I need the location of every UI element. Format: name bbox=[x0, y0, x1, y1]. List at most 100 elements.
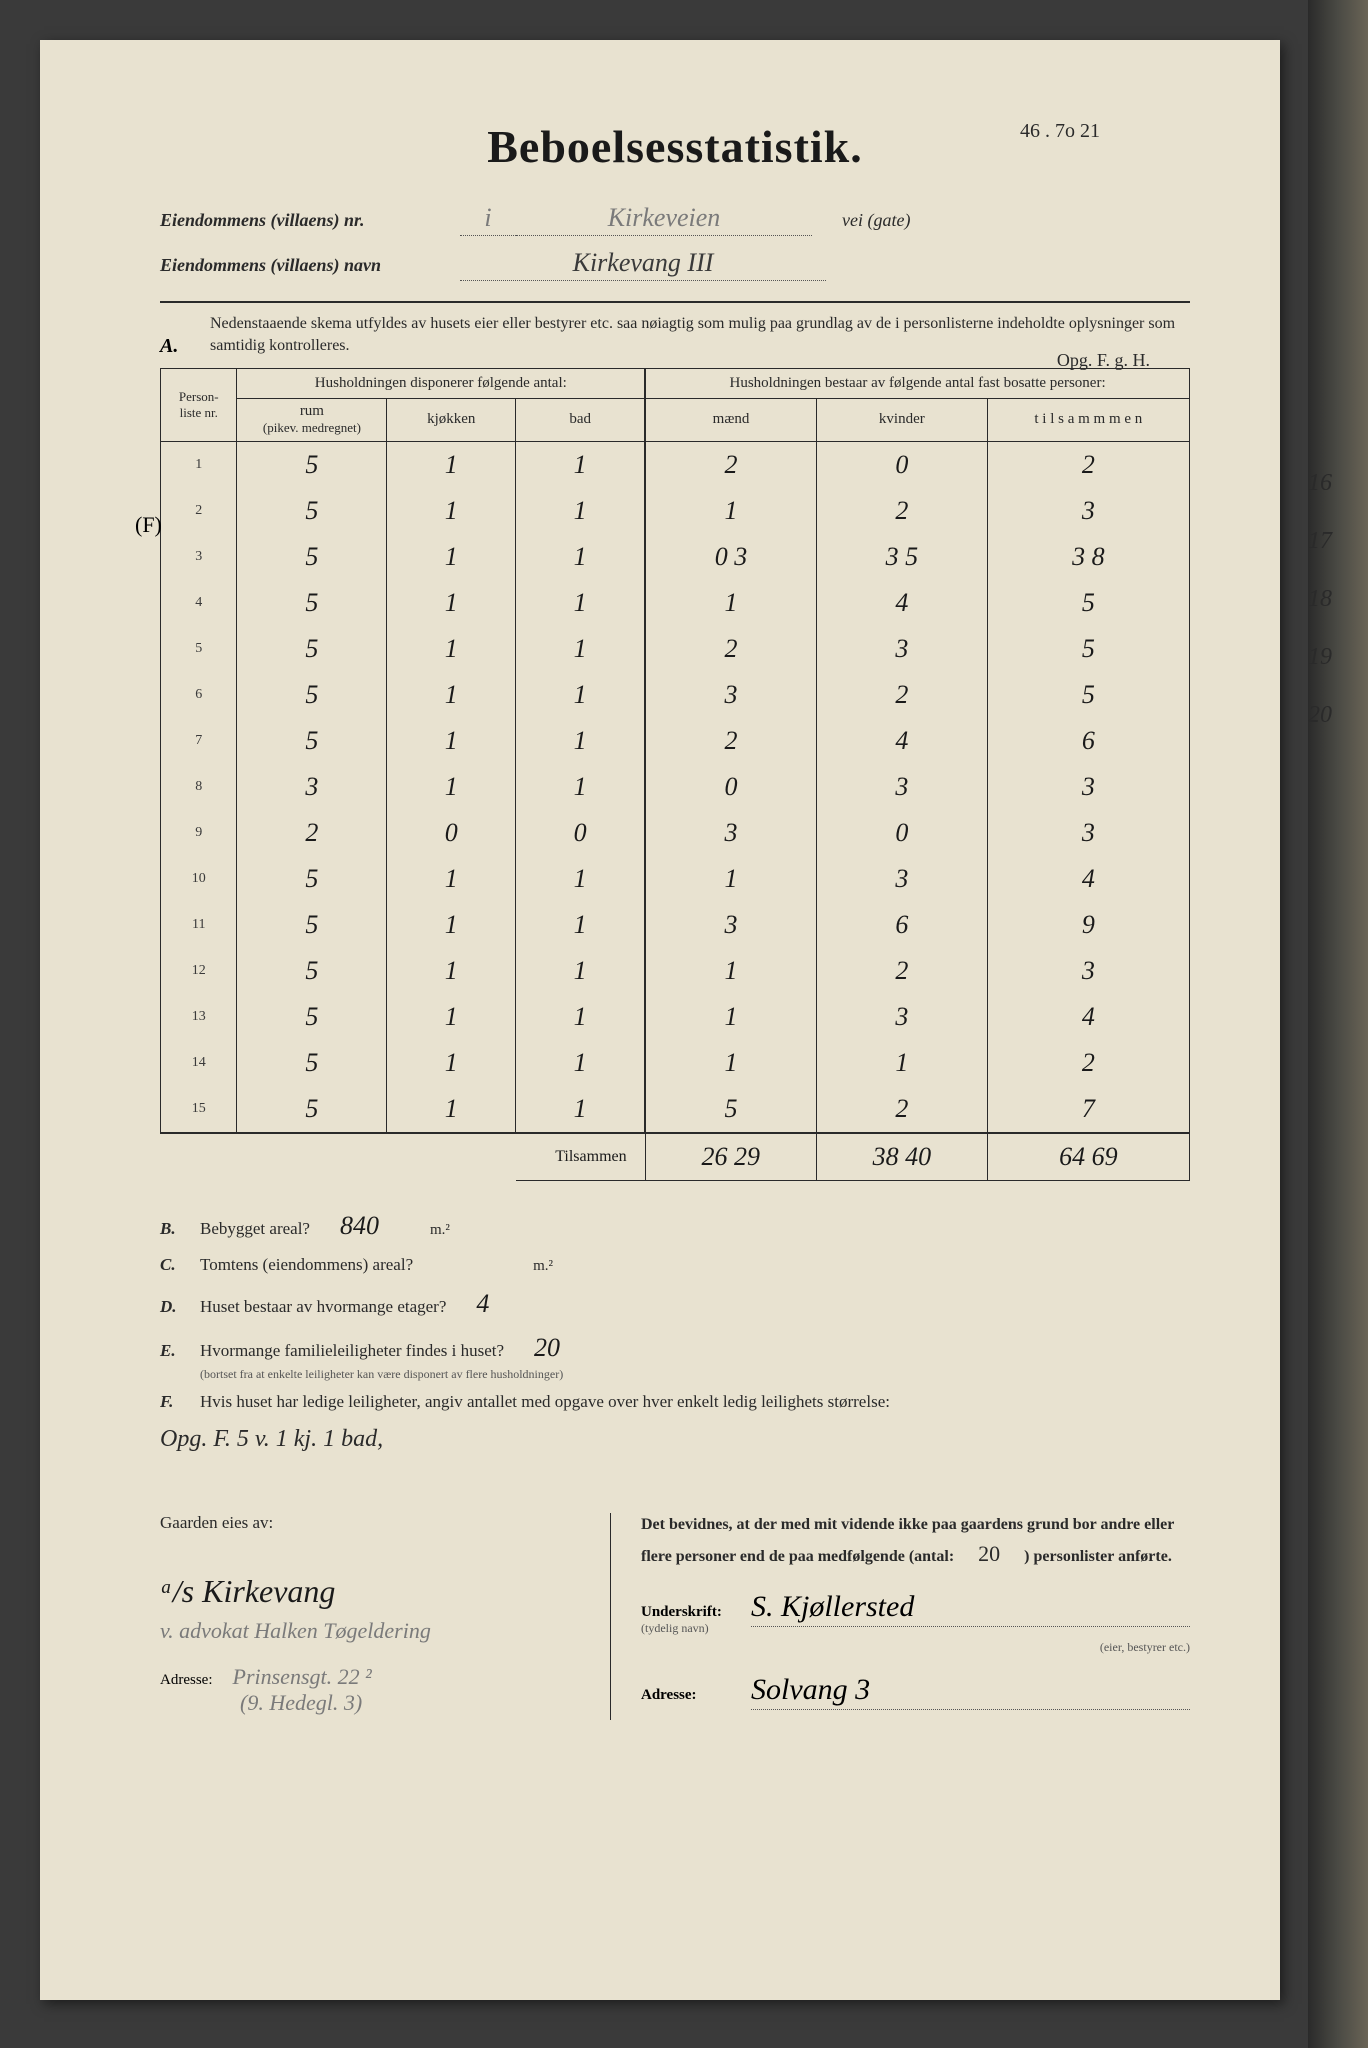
cell-kjokken: 1 bbox=[387, 1040, 516, 1086]
cell-tilsammen: 4 bbox=[987, 856, 1189, 902]
cell-kjokken: 0 bbox=[387, 810, 516, 856]
signer-addr-value: Solvang 3 bbox=[751, 1673, 1190, 1710]
col-header-bad: bad bbox=[516, 398, 645, 441]
cell-bad: 1 bbox=[516, 441, 645, 488]
cell-kjokken: 1 bbox=[387, 580, 516, 626]
section-a-label: A. bbox=[160, 335, 210, 358]
cell-rum: 5 bbox=[237, 534, 387, 580]
q-e-subtext: (bortset fra at enkelte leiligheter kan … bbox=[200, 1367, 1190, 1382]
cell-kvinder: 1 bbox=[816, 1040, 987, 1086]
cell-bad: 1 bbox=[516, 626, 645, 672]
cell-tilsammen: 6 bbox=[987, 718, 1189, 764]
table-row: 15511527 bbox=[161, 1086, 1190, 1133]
cell-tilsammen: 7 bbox=[987, 1086, 1189, 1133]
cell-maend: 1 bbox=[645, 948, 816, 994]
cell-rownum: 1 bbox=[161, 441, 237, 488]
cell-tilsammen: 4 bbox=[987, 994, 1189, 1040]
cell-rum: 5 bbox=[237, 718, 387, 764]
cell-bad: 1 bbox=[516, 718, 645, 764]
q-b-label: B. bbox=[160, 1219, 200, 1239]
q-f-label: F. bbox=[160, 1392, 200, 1412]
cell-kjokken: 1 bbox=[387, 534, 516, 580]
q-e-text: Hvormange familieleiligheter findes i hu… bbox=[200, 1341, 504, 1361]
table-row: 13511134 bbox=[161, 994, 1190, 1040]
cell-bad: 1 bbox=[516, 580, 645, 626]
table-row: 14511112 bbox=[161, 1040, 1190, 1086]
cell-rownum: 14 bbox=[161, 1040, 237, 1086]
col-header-kvinder: kvinder bbox=[816, 398, 987, 441]
table-row: 35110 33 53 8 bbox=[161, 534, 1190, 580]
signature-label: Underskrift: bbox=[641, 1604, 751, 1621]
cell-tilsammen: 2 bbox=[987, 1040, 1189, 1086]
cell-rownum: 7 bbox=[161, 718, 237, 764]
owner-addr-label: Adresse: bbox=[160, 1672, 213, 1689]
cell-rum: 3 bbox=[237, 764, 387, 810]
cell-rownum: 12 bbox=[161, 948, 237, 994]
cell-rownum: 5 bbox=[161, 626, 237, 672]
cell-kjokken: 1 bbox=[387, 994, 516, 1040]
cell-tilsammen: 3 bbox=[987, 948, 1189, 994]
col-header-kjokken: kjøkken bbox=[387, 398, 516, 441]
cell-bad: 1 bbox=[516, 948, 645, 994]
cell-kjokken: 1 bbox=[387, 626, 516, 672]
opg-annotation: Opg. F. g. H. bbox=[1057, 350, 1150, 371]
q-f-answer: Opg. F. 5 v. 1 kj. 1 bad, bbox=[160, 1426, 1190, 1453]
table-row: 10511134 bbox=[161, 856, 1190, 902]
cell-rownum: 15 bbox=[161, 1086, 237, 1133]
row-mark-annotation: (F) bbox=[135, 512, 162, 538]
owner-name: ᵃ/s Kirkevang bbox=[160, 1573, 580, 1610]
cell-tilsammen: 3 bbox=[987, 810, 1189, 856]
cell-maend: 1 bbox=[645, 856, 816, 902]
cell-maend: 3 bbox=[645, 810, 816, 856]
table-row: 7511246 bbox=[161, 718, 1190, 764]
margin-note: 19 bbox=[1308, 644, 1348, 682]
cell-rum: 5 bbox=[237, 856, 387, 902]
q-d-label: D. bbox=[160, 1297, 200, 1317]
totals-label: Tilsammen bbox=[516, 1133, 645, 1181]
cell-kjokken: 1 bbox=[387, 488, 516, 534]
cell-rownum: 10 bbox=[161, 856, 237, 902]
cell-kvinder: 0 bbox=[816, 441, 987, 488]
cell-rownum: 6 bbox=[161, 672, 237, 718]
signature-role: (eier, bestyrer etc.) bbox=[641, 1640, 1190, 1655]
cell-rum: 5 bbox=[237, 580, 387, 626]
table-row: 5511235 bbox=[161, 626, 1190, 672]
cell-kjokken: 1 bbox=[387, 902, 516, 948]
cell-rownum: 13 bbox=[161, 994, 237, 1040]
cell-tilsammen: 5 bbox=[987, 626, 1189, 672]
col-header-tilsammen: t i l s a m m m e n bbox=[987, 398, 1189, 441]
cell-rum: 5 bbox=[237, 1040, 387, 1086]
property-name-label: Eiendommens (villaens) navn bbox=[160, 255, 460, 276]
section-a: A. Nedenstaaende skema utfyldes av huset… bbox=[160, 301, 1190, 369]
signature-sublabel: (tydelig navn) bbox=[641, 1621, 751, 1636]
table-row: 1511202 bbox=[161, 441, 1190, 488]
margin-note: 18 bbox=[1308, 586, 1348, 624]
q-f-text: Hvis huset har ledige leiligheter, angiv… bbox=[200, 1392, 890, 1412]
cell-kvinder: 3 5 bbox=[816, 534, 987, 580]
cell-kjokken: 1 bbox=[387, 856, 516, 902]
q-c-unit: m.² bbox=[533, 1258, 553, 1275]
cell-rownum: 8 bbox=[161, 764, 237, 810]
cell-bad: 1 bbox=[516, 856, 645, 902]
cell-tilsammen: 3 bbox=[987, 764, 1189, 810]
cell-rum: 5 bbox=[237, 902, 387, 948]
property-nr-line: Eiendommens (villaens) nr. i Kirkeveien … bbox=[160, 203, 1190, 236]
cell-rownum: 4 bbox=[161, 580, 237, 626]
table-row: 2511123 bbox=[161, 488, 1190, 534]
cell-kvinder: 3 bbox=[816, 994, 987, 1040]
cell-rum: 5 bbox=[237, 1086, 387, 1133]
corner-annotation: 46 . 7o 21 bbox=[1020, 120, 1100, 143]
cell-maend: 1 bbox=[645, 1040, 816, 1086]
cell-kvinder: 2 bbox=[816, 948, 987, 994]
cell-rum: 2 bbox=[237, 810, 387, 856]
cell-rownum: 2 bbox=[161, 488, 237, 534]
cell-maend: 5 bbox=[645, 1086, 816, 1133]
footer-section: Gaarden eies av: ᵃ/s Kirkevang v. advoka… bbox=[160, 1513, 1190, 1720]
cell-maend: 3 bbox=[645, 902, 816, 948]
cell-bad: 1 bbox=[516, 764, 645, 810]
property-nr-label: Eiendommens (villaens) nr. bbox=[160, 210, 460, 231]
cell-rownum: 3 bbox=[161, 534, 237, 580]
questions-section: B. Bebygget areal? 840 m.² C. Tomtens (e… bbox=[160, 1211, 1190, 1453]
cell-kvinder: 3 bbox=[816, 764, 987, 810]
q-e-value: 20 bbox=[534, 1333, 594, 1363]
